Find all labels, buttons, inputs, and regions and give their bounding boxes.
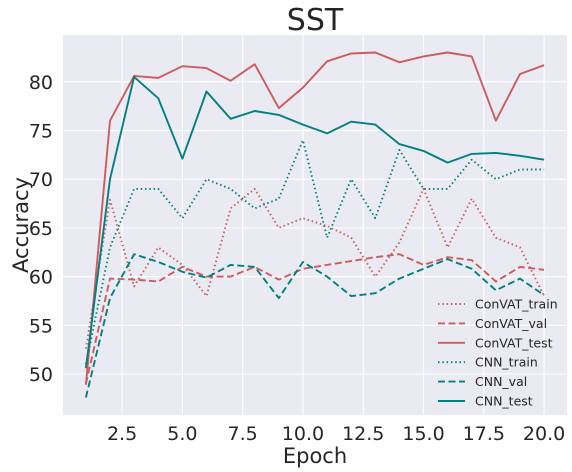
series-line-cnn-val <box>84 253 545 398</box>
series-line-convat-train <box>84 187 545 349</box>
legend: ConVAT_train ConVAT_val ConVAT_test CNN_tra… <box>438 297 558 409</box>
chart-title: SST <box>287 3 344 38</box>
y-tick-label: 75 <box>29 120 53 142</box>
legend-label: CNN_test <box>475 394 533 409</box>
legend-label: ConVAT_val <box>475 316 547 331</box>
x-tick-label: 12.5 <box>342 423 384 445</box>
grid-lines <box>63 35 567 415</box>
x-axis-title: Epoch <box>283 444 347 468</box>
plot-background <box>63 35 567 415</box>
x-tick-label: 10.0 <box>282 423 324 445</box>
y-tick-label: 80 <box>29 72 53 94</box>
legend-label: CNN_train <box>475 355 538 370</box>
x-axis-ticks: 2.5 5.0 7.5 10.0 12.5 15.0 17.5 20.0 <box>107 423 565 445</box>
series-line-cnn-test <box>84 75 545 369</box>
series-line-convat-val <box>84 253 545 385</box>
y-axis-ticks: 50 55 60 65 70 75 80 <box>29 72 53 386</box>
y-tick-label: 60 <box>29 267 53 289</box>
x-tick-label: 7.5 <box>228 423 258 445</box>
series-lines <box>84 51 545 398</box>
x-tick-label: 15.0 <box>402 423 444 445</box>
series-line-convat-test <box>84 51 545 385</box>
series-line-cnn-train <box>84 139 545 365</box>
y-axis-title: Accuracy <box>9 177 33 273</box>
y-tick-label: 50 <box>29 364 53 386</box>
x-tick-label: 20.0 <box>523 423 565 445</box>
x-tick-label: 5.0 <box>167 423 197 445</box>
legend-label: ConVAT_test <box>475 335 553 350</box>
x-tick-label: 17.5 <box>463 423 505 445</box>
y-tick-label: 65 <box>29 218 53 240</box>
x-tick-label: 2.5 <box>107 423 137 445</box>
legend-label: ConVAT_train <box>475 297 558 312</box>
y-tick-label: 70 <box>29 169 53 191</box>
y-tick-label: 55 <box>29 315 53 337</box>
legend-label: CNN_val <box>475 374 527 389</box>
